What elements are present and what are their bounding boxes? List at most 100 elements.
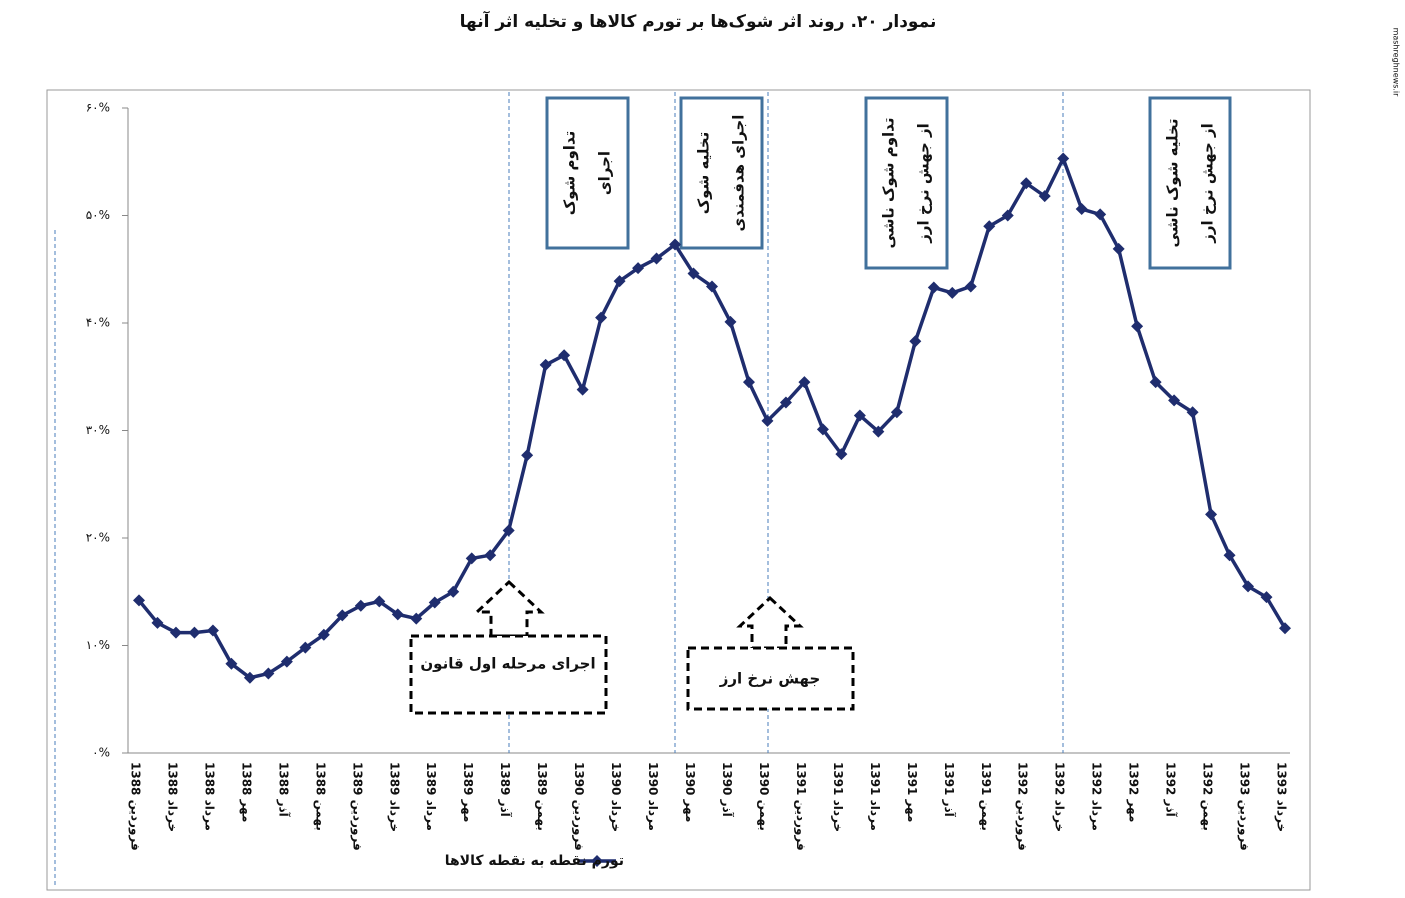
x-tick-label: 1392 مرداد	[1090, 762, 1104, 831]
marker	[428, 596, 441, 609]
x-tick-label: 1390 فروردین	[571, 762, 586, 851]
marker	[724, 315, 737, 328]
arrow	[736, 595, 804, 650]
y-tick-label: ۶۰%	[86, 101, 110, 115]
x-tick-label: 1388 خرداد	[165, 762, 179, 832]
marker	[927, 281, 940, 294]
x-tick-label: 1389 آذر	[498, 762, 513, 818]
x-tick-label: 1391 مرداد	[868, 762, 882, 831]
marker	[484, 549, 497, 562]
x-tick-label: 1391 آذر	[942, 762, 957, 818]
marker	[946, 286, 959, 299]
marker	[521, 449, 534, 462]
annotation: تخلیه شوک	[695, 132, 713, 215]
marker	[613, 275, 626, 288]
annotation: از جهش نرخ ارز	[1199, 123, 1217, 244]
marker	[169, 626, 182, 639]
x-tick-label: 1391 مهر	[905, 762, 919, 822]
annotation-box	[545, 96, 630, 250]
marker	[853, 409, 866, 422]
marker	[669, 238, 682, 251]
marker	[1075, 203, 1088, 216]
y-tick-label: ۳۰%	[86, 423, 110, 437]
x-tick-label: 1392 آذر	[1164, 762, 1179, 818]
x-tick-label: 1389 مهر	[461, 762, 475, 822]
marker	[317, 628, 330, 641]
marker	[872, 425, 885, 438]
annotation: تخلیه شوک ناشی	[1164, 119, 1182, 248]
annotation-box	[1148, 96, 1232, 270]
annotation: تداوم شوک	[561, 131, 579, 216]
x-tick-label: 1391 خرداد	[831, 762, 845, 832]
marker	[798, 376, 811, 389]
marker	[1279, 622, 1291, 635]
x-tick-label: 1392 فروردین	[1015, 762, 1030, 851]
marker	[706, 280, 718, 293]
marker	[595, 311, 608, 324]
marker	[243, 671, 256, 684]
marker	[1168, 394, 1181, 407]
marker	[280, 655, 293, 668]
marker	[188, 626, 201, 639]
marker	[742, 376, 755, 389]
marker	[1131, 320, 1144, 333]
x-tick-label: 1389 بهمن	[535, 762, 549, 831]
x-tick-label: 1393 خرداد	[1275, 762, 1289, 832]
marker	[1205, 508, 1218, 521]
marker	[576, 383, 589, 396]
annotation: اجرای هدفمندی	[730, 115, 748, 232]
x-tick-label: 1392 بهمن	[1201, 762, 1215, 831]
marker	[1020, 177, 1033, 190]
y-tick-label: ۵۰%	[86, 208, 110, 222]
x-tick-label: 1388 بهمن	[313, 762, 327, 831]
marker	[447, 585, 460, 598]
marker	[687, 267, 700, 280]
marker	[465, 552, 478, 565]
marker	[558, 349, 571, 362]
marker	[983, 220, 996, 233]
y-tick-label: ۱۰%	[86, 638, 110, 652]
y-tick-label: ۲۰%	[86, 531, 110, 545]
marker	[909, 335, 922, 348]
x-tick-label: 1390 خرداد	[609, 762, 623, 832]
annotation-box	[864, 96, 949, 270]
x-tick-label: 1388 آذر	[276, 762, 291, 818]
marker	[373, 595, 386, 608]
marker	[1001, 209, 1014, 222]
x-tick-label: 1391 بهمن	[979, 762, 993, 831]
marker	[632, 262, 645, 275]
phase-boxes	[545, 96, 1232, 270]
annotation: تداوم شوک ناشی	[880, 118, 898, 249]
x-tick-label: 1390 مرداد	[646, 762, 660, 831]
marker	[502, 524, 515, 537]
marker	[1112, 242, 1125, 255]
marker	[964, 280, 977, 293]
marker	[816, 423, 829, 436]
x-tick-label: 1391 فروردین	[793, 762, 808, 851]
marker	[835, 448, 848, 461]
marker	[1223, 549, 1236, 562]
marker	[299, 641, 312, 654]
marker	[1186, 406, 1199, 419]
y-tick-label: ۴۰%	[86, 316, 110, 330]
marker	[354, 599, 367, 612]
marker	[779, 396, 792, 409]
x-tick-label: 1393 فروردین	[1237, 762, 1252, 851]
marker	[206, 624, 219, 637]
x-tick-label: 1390 آذر	[720, 762, 735, 818]
x-tick-label: 1392 مهر	[1127, 762, 1141, 822]
annotation: جهش نرخ ارز	[719, 670, 821, 688]
marker	[133, 594, 145, 607]
marker	[336, 609, 349, 622]
x-tick-label: 1390 مهر	[683, 762, 697, 822]
x-tick-label: 1388 مهر	[239, 762, 253, 822]
y-tick-label: ۰%	[92, 746, 110, 760]
chart-title: نمودار ۲۰. روند اثر شوک‌ها بر تورم کالاه…	[460, 10, 937, 32]
marker	[1057, 152, 1070, 165]
marker	[761, 414, 774, 427]
x-tick-label: 1389 فروردین	[349, 762, 364, 851]
marker	[1094, 208, 1107, 221]
x-tick-label: 1389 خرداد	[387, 762, 401, 832]
